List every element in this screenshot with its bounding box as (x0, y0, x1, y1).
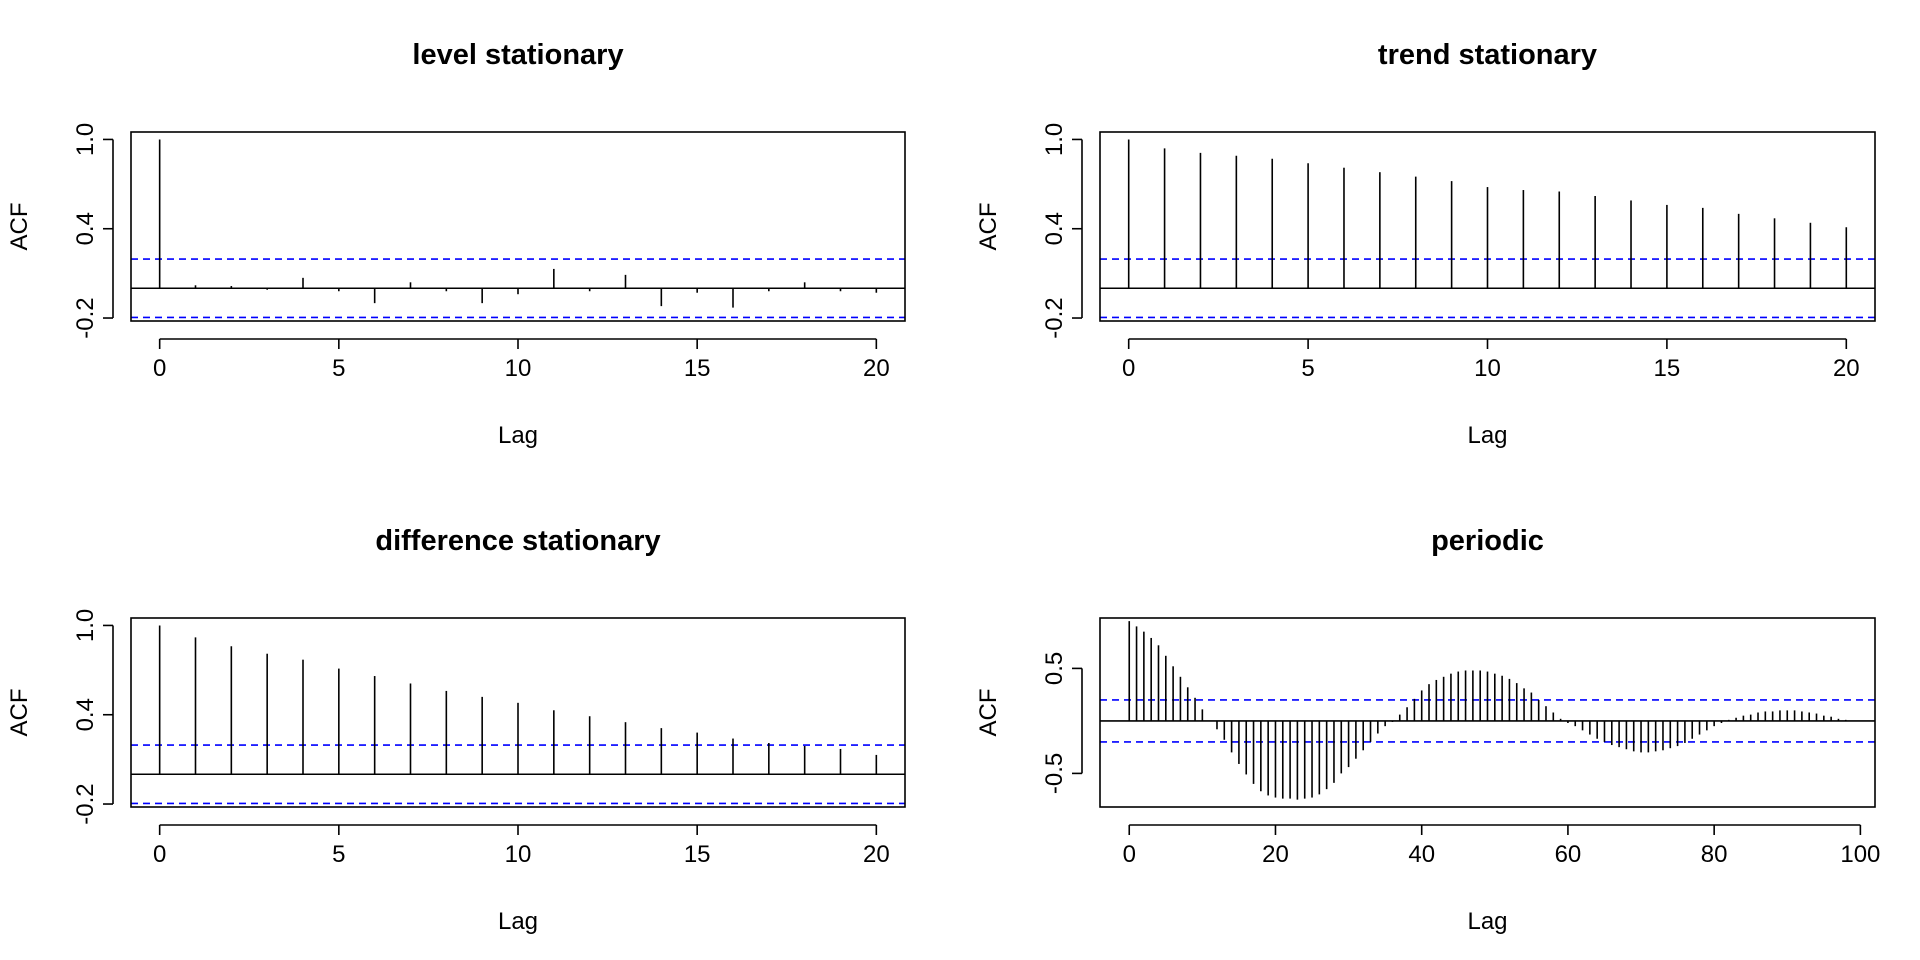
x-axis-label: Lag (498, 422, 538, 449)
x-tick-label: 5 (1301, 355, 1314, 382)
x-tick-label: 20 (863, 355, 890, 382)
x-tick-label: 20 (1262, 841, 1289, 868)
x-tick-label: 0 (1123, 841, 1136, 868)
x-axis-label: Lag (1467, 422, 1507, 449)
x-tick-label: 0 (153, 355, 166, 382)
x-tick-label: 20 (863, 841, 890, 868)
x-tick-label: 10 (505, 841, 532, 868)
y-axis-label: ACF (975, 689, 1002, 737)
x-tick-label: 20 (1833, 355, 1860, 382)
x-tick-label: 15 (1654, 355, 1681, 382)
y-tick-label: 1.0 (72, 609, 99, 642)
x-tick-label: 0 (1122, 355, 1135, 382)
x-tick-label: 15 (684, 841, 711, 868)
plot-frame (1099, 131, 1876, 322)
y-tick-label: 0.4 (72, 698, 99, 731)
x-tick-label: 100 (1840, 841, 1880, 868)
acf-panel-trend-stationary: trend stationary 0 5 10 15 20 Lag -0.2 0.4 1.0 ACF (975, 39, 1876, 449)
acf-panel-level-stationary: level stationary 0 5 10 15 20 Lag -0.2 0.4 1.0 ACF (6, 39, 906, 449)
y-axis-label: ACF (6, 689, 33, 737)
y-tick-label: 0.5 (1041, 652, 1068, 685)
x-tick-label: 5 (332, 841, 345, 868)
x-tick-label: 80 (1701, 841, 1728, 868)
plot-frame (130, 617, 906, 808)
y-axis-label: ACF (6, 203, 33, 251)
y-tick-label: 0.4 (1041, 212, 1068, 245)
acf-panel-difference-stationary: difference stationary 0 5 10 15 20 Lag -0.2 0.4 1… (6, 525, 906, 935)
x-tick-label: 0 (153, 841, 166, 868)
x-tick-label: 5 (332, 355, 345, 382)
x-tick-label: 60 (1555, 841, 1582, 868)
x-axis-label: Lag (1467, 908, 1507, 935)
chart-title: trend stationary (1378, 39, 1597, 71)
acf-panel-periodic: periodic 0 20 40 60 80 100 Lag -0.5 0.5 ACF (975, 525, 1880, 935)
y-tick-label: -0.2 (1041, 297, 1068, 338)
y-tick-label: -0.2 (72, 297, 99, 338)
y-tick-label: 0.4 (72, 212, 99, 245)
x-tick-label: 10 (505, 355, 532, 382)
x-tick-label: 15 (684, 355, 711, 382)
plot-frame (130, 131, 906, 322)
chart-title: level stationary (412, 39, 623, 71)
y-tick-label: 1.0 (1041, 123, 1068, 156)
y-tick-label: 1.0 (72, 123, 99, 156)
y-tick-label: -0.5 (1041, 753, 1068, 794)
y-tick-label: -0.2 (72, 783, 99, 824)
y-axis-label: ACF (975, 203, 1002, 251)
x-tick-label: 10 (1474, 355, 1501, 382)
chart-title: periodic (1431, 525, 1544, 557)
plot-frame (1099, 617, 1876, 808)
x-tick-label: 40 (1408, 841, 1435, 868)
x-axis-label: Lag (498, 908, 538, 935)
chart-title: difference stationary (375, 525, 660, 557)
